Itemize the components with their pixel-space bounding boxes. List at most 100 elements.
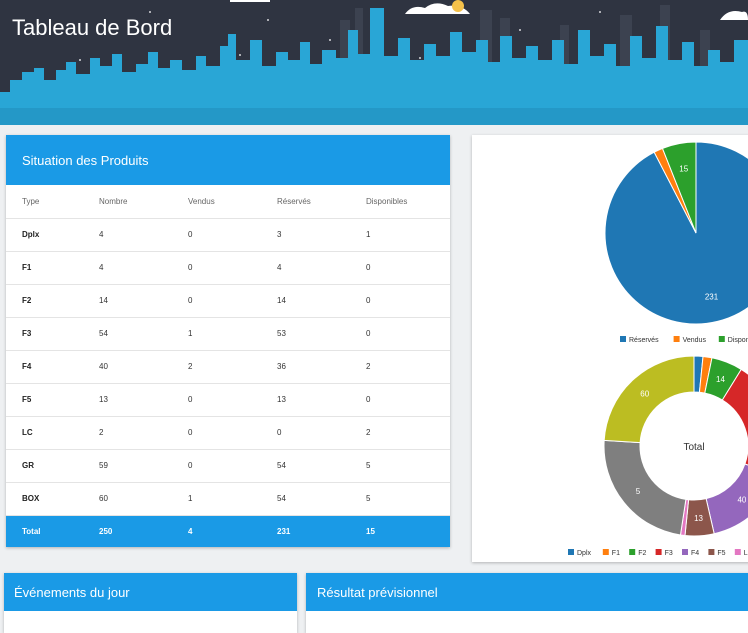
legend-swatch bbox=[602, 549, 609, 555]
table-cell: 53 bbox=[261, 317, 350, 351]
table-cell: GR bbox=[6, 449, 83, 483]
skyline-silhouette bbox=[0, 8, 748, 125]
table-cell: Dplx bbox=[6, 218, 83, 252]
table-cell: 59 bbox=[83, 449, 172, 483]
legend-label-disponibles: Disponibles bbox=[728, 337, 748, 344]
table-cell: 250 bbox=[83, 515, 172, 547]
table-row: Dplx 4 0 3 1 bbox=[6, 218, 450, 252]
pie-slice-label: 13 bbox=[694, 514, 703, 523]
table-cell: 13 bbox=[83, 383, 172, 417]
legend-label-vendus: Vendus bbox=[683, 337, 707, 344]
table-row: F3 54 1 53 0 bbox=[6, 317, 450, 351]
cloud-icon bbox=[720, 11, 748, 20]
products-table: Type Nombre Vendus Réservés Disponibles … bbox=[6, 185, 450, 547]
table-cell: 0 bbox=[350, 284, 450, 318]
pie-slice-disponibles bbox=[661, 141, 697, 234]
table-row: F5 13 0 13 0 bbox=[6, 383, 450, 417]
pie-slice-label: 5 bbox=[636, 487, 641, 496]
table-cell: 1 bbox=[172, 317, 261, 351]
skyline-base bbox=[0, 108, 748, 125]
pie-slice-label: 14 bbox=[716, 375, 725, 384]
table-row: F2 14 0 14 0 bbox=[6, 284, 450, 318]
table-cell: 1 bbox=[350, 218, 450, 252]
legend-label-f2: F2 bbox=[638, 550, 646, 557]
moon-icon bbox=[452, 0, 464, 12]
legend-label-f3: F3 bbox=[665, 550, 673, 557]
table-cell: F5 bbox=[6, 383, 83, 417]
column-header: Réservés bbox=[261, 185, 350, 219]
table-cell: 14 bbox=[83, 284, 172, 318]
pie-slice-réservés bbox=[604, 141, 748, 325]
page-title: Tableau de Bord bbox=[12, 15, 173, 40]
table-cell: 54 bbox=[83, 317, 172, 351]
table-row: BOX 60 1 54 5 bbox=[6, 482, 450, 516]
table-cell: 13 bbox=[261, 383, 350, 417]
table-cell: 0 bbox=[172, 416, 261, 450]
legend-swatch bbox=[655, 549, 662, 555]
table-cell: 4 bbox=[83, 251, 172, 285]
legend-label-f1: F1 bbox=[612, 550, 620, 557]
table-cell: 54 bbox=[261, 449, 350, 483]
events-card-title: Événements du jour bbox=[4, 573, 297, 611]
table-cell: 54 bbox=[261, 482, 350, 516]
forecast-card-title: Résultat prévisionnel bbox=[306, 573, 748, 611]
products-status-card: Situation des Produits Type Nombre Vendu… bbox=[6, 135, 450, 547]
table-cell: 0 bbox=[172, 284, 261, 318]
table-row: F1 4 0 4 0 bbox=[6, 251, 450, 285]
table-cell: 15 bbox=[350, 515, 450, 547]
table-cell: 5 bbox=[350, 449, 450, 483]
pie-slice-label: 60 bbox=[640, 390, 649, 399]
table-row: LC 2 0 0 2 bbox=[6, 416, 450, 450]
table-cell: F4 bbox=[6, 350, 83, 384]
table-cell: 2 bbox=[172, 350, 261, 384]
legend-label-f5: F5 bbox=[717, 550, 725, 557]
table-cell: 0 bbox=[350, 251, 450, 285]
charts-card: 23115RéservésVendusDisponibles1454401356… bbox=[472, 135, 748, 562]
table-cell: F1 bbox=[6, 251, 83, 285]
legend-swatch bbox=[673, 336, 680, 342]
table-cell: 0 bbox=[172, 251, 261, 285]
pie-slice-label: 231 bbox=[705, 293, 719, 302]
legend-swatch bbox=[568, 549, 574, 555]
table-cell: 0 bbox=[261, 416, 350, 450]
table-cell: 36 bbox=[261, 350, 350, 384]
pie-slice-label: 15 bbox=[679, 165, 688, 174]
legend-swatch bbox=[682, 549, 688, 555]
legend-swatch bbox=[708, 549, 715, 555]
column-header: Type bbox=[6, 185, 83, 219]
legend-swatch bbox=[734, 549, 741, 555]
table-cell: 0 bbox=[350, 383, 450, 417]
table-cell: F3 bbox=[6, 317, 83, 351]
table-cell: Total bbox=[6, 515, 83, 547]
table-cell: 0 bbox=[172, 449, 261, 483]
table-cell: 231 bbox=[261, 515, 350, 547]
table-cell: BOX bbox=[6, 482, 83, 516]
column-header: Vendus bbox=[172, 185, 261, 219]
legend-label-f4: F4 bbox=[691, 550, 699, 557]
legend-swatch bbox=[629, 549, 636, 555]
column-header: Nombre bbox=[83, 185, 172, 219]
pie-slice-gr bbox=[603, 439, 687, 536]
table-cell: 5 bbox=[350, 482, 450, 516]
table-cell: 2 bbox=[350, 350, 450, 384]
legend-label-réservés: Réservés bbox=[629, 337, 659, 344]
stars bbox=[79, 11, 691, 61]
table-cell: 40 bbox=[83, 350, 172, 384]
table-cell: 0 bbox=[350, 317, 450, 351]
table-cell: 0 bbox=[172, 218, 261, 252]
table-cell: F2 bbox=[6, 284, 83, 318]
products-card-title: Situation des Produits bbox=[6, 135, 450, 185]
legend-swatch bbox=[718, 336, 725, 342]
pie-slice-label: 40 bbox=[737, 496, 746, 505]
table-total-row: Total 250 4 231 15 bbox=[6, 515, 450, 547]
table-row: GR 59 0 54 5 bbox=[6, 449, 450, 483]
table-cell: 0 bbox=[172, 383, 261, 417]
dashboard-header: Tableau de Bord bbox=[0, 0, 748, 125]
table-header-row: Type Nombre Vendus Réservés Disponibles bbox=[6, 185, 450, 219]
table-cell: 4 bbox=[83, 218, 172, 252]
legend-swatch bbox=[620, 336, 626, 342]
table-cell: 3 bbox=[261, 218, 350, 252]
table-cell: 60 bbox=[83, 482, 172, 516]
table-cell: 4 bbox=[261, 251, 350, 285]
city-skyline-illustration bbox=[0, 0, 748, 125]
